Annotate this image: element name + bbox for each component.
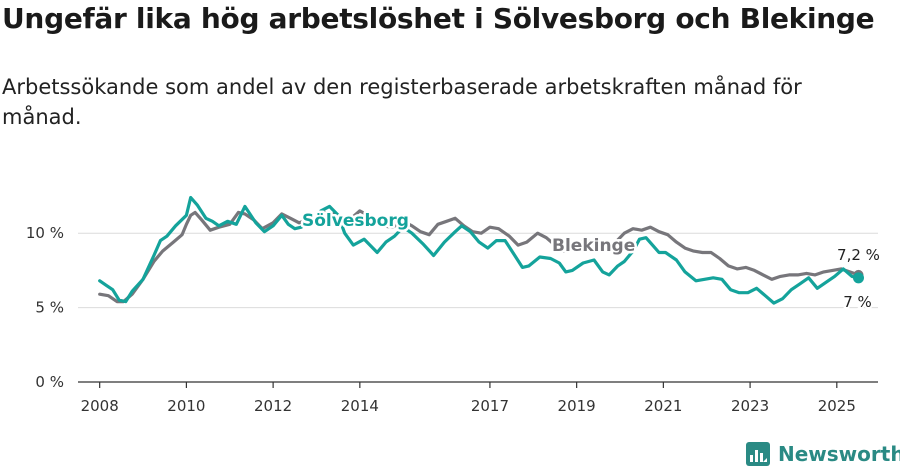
- bar-chart-logo-icon: [746, 442, 770, 466]
- chart-subtitle: Arbetssökande som andel av den registerb…: [2, 75, 802, 129]
- x-tick-label: 2014: [341, 397, 379, 415]
- x-tick-label: 2010: [167, 397, 205, 415]
- x-tick-label: 2021: [644, 397, 682, 415]
- y-tick-label: 5 %: [35, 299, 64, 317]
- x-tick-label: 2025: [818, 397, 856, 415]
- chart-title: Ungefär lika hög arbetslöshet i Sölvesbo…: [2, 2, 875, 35]
- series-endpoint-solvesborg: [852, 272, 864, 284]
- end-value-label-blekinge: 7,2 %: [837, 246, 880, 264]
- y-tick-label: 0 %: [35, 373, 64, 391]
- y-tick-label: 10 %: [26, 224, 64, 242]
- series-line-solvesborg: [98, 195, 861, 305]
- end-value-label-solvesborg: 7 %: [843, 293, 872, 311]
- brand[interactable]: Newsworthy: [746, 442, 900, 466]
- series-label-solvesborg: Sölvesborg: [302, 211, 409, 231]
- series-label-blekinge: Blekinge: [552, 236, 635, 256]
- x-tick-label: 2012: [254, 397, 292, 415]
- series-line-blekinge: [98, 209, 861, 304]
- x-tick-label: 2019: [558, 397, 596, 415]
- x-tick-label: 2008: [81, 397, 119, 415]
- brand-name: Newsworthy: [778, 442, 900, 466]
- x-tick-label: 2023: [731, 397, 769, 415]
- x-tick-label: 2017: [471, 397, 509, 415]
